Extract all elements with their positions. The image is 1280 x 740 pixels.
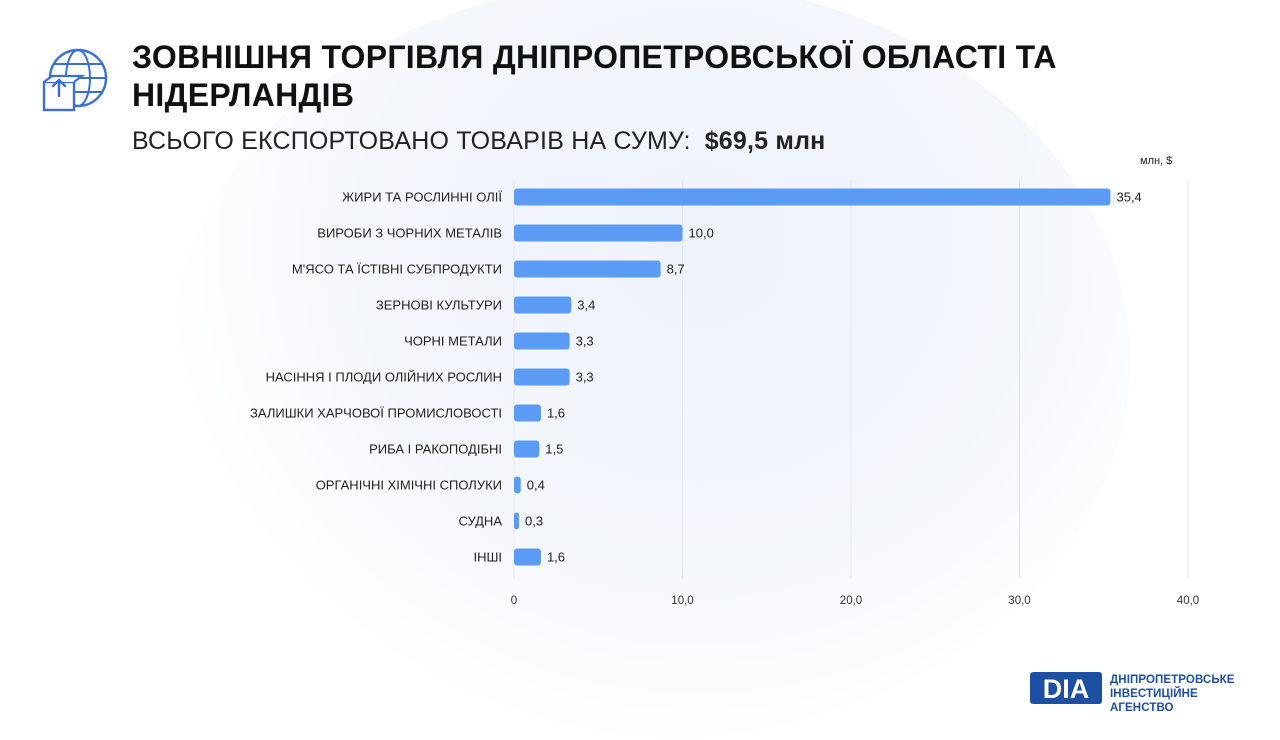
- svg-text:DIA: DIA: [1043, 674, 1090, 704]
- unit-label: млн, $: [1140, 155, 1173, 167]
- bar: [514, 188, 1111, 206]
- category-label: ЗАЛИШКИ ХАРЧОВОЇ ПРОМИСЛОВОСТІ: [250, 406, 502, 421]
- category-label: ОРГАНІЧНІ ХІМІЧНІ СПОЛУКИ: [316, 478, 502, 493]
- brand-line-1: ДНІПРОПЕТРОВСЬКЕ: [1110, 674, 1235, 686]
- bar: [514, 296, 572, 314]
- export-total-value: $69,5 млн: [704, 127, 826, 155]
- bar: [514, 368, 570, 386]
- brand-name: ДНІПРОПЕТРОВСЬКЕ ІНВЕСТИЦІЙНЕ АГЕНСТВО: [1110, 673, 1250, 715]
- x-tick-label: 10,0: [671, 595, 693, 607]
- value-label: 0,3: [525, 514, 543, 529]
- export-bar-chart: 0 10,0 20,0 30,0 40,0 ЖИРИ ТА РОСЛИННІ ОЛІЇ 35…: [250, 180, 1199, 607]
- x-tick-label: 40,0: [1177, 595, 1199, 607]
- brand-line-2: ІНВЕСТИЦІЙНЕ АГЕНСТВО: [1110, 688, 1198, 714]
- category-label: НАСІННЯ І ПЛОДИ ОЛІЙНИХ РОСЛИН: [266, 370, 502, 385]
- value-label: 1,6: [547, 550, 565, 565]
- value-label: 10,0: [689, 226, 714, 241]
- value-label: 1,6: [547, 406, 565, 421]
- export-total-line: ВСЬОГО ЕКСПОРТОВАНО ТОВАРІВ НА СУМУ: $69,…: [132, 126, 826, 156]
- bar: [514, 548, 541, 566]
- value-label: 0,4: [527, 478, 545, 493]
- value-label: 35,4: [1116, 190, 1141, 205]
- category-label: ВИРОБИ З ЧОРНИХ МЕТАЛІВ: [317, 226, 502, 241]
- background-shape: [170, 0, 1130, 740]
- category-label: М'ЯСО ТА ЇСТІВНІ СУБПРОДУКТИ: [292, 262, 502, 277]
- x-tick-label: 0: [511, 595, 517, 607]
- x-tick-label: 30,0: [1008, 595, 1030, 607]
- category-label: СУДНА: [459, 514, 503, 529]
- value-label: 1,5: [545, 442, 563, 457]
- x-tick-label: 20,0: [840, 595, 862, 607]
- globe-box-export-icon: [42, 48, 108, 112]
- category-label: ЖИРИ ТА РОСЛИННІ ОЛІЇ: [342, 190, 502, 205]
- value-label: 8,7: [667, 262, 685, 277]
- bar: [514, 224, 683, 242]
- bar: [514, 404, 541, 422]
- category-label: ЧОРНІ МЕТАЛИ: [404, 334, 502, 349]
- bar: [514, 512, 520, 530]
- bar: [514, 440, 540, 458]
- dia-logo-mark: DIA: [1030, 672, 1102, 704]
- export-total-label: ВСЬОГО ЕКСПОРТОВАНО ТОВАРІВ НА СУМУ:: [132, 127, 691, 155]
- value-label: 3,3: [576, 370, 594, 385]
- bar: [514, 476, 521, 494]
- bar: [514, 332, 570, 350]
- category-label: ЗЕРНОВІ КУЛЬТУРИ: [376, 298, 502, 313]
- category-label: РИБА І РАКОПОДІБНІ: [369, 442, 502, 457]
- category-label: ІНШІ: [473, 550, 502, 565]
- page-title: ЗОВНІШНЯ ТОРГІВЛЯ ДНІПРОПЕТРОВСЬКОЇ ОБЛА…: [132, 39, 1057, 113]
- brand-logo: DIA ДНІПРОПЕТРОВСЬКЕ ІНВЕСТИЦІЙНЕ АГЕНСТ…: [1030, 668, 1250, 714]
- value-label: 3,4: [577, 298, 595, 313]
- value-label: 3,3: [576, 334, 594, 349]
- bar: [514, 260, 661, 278]
